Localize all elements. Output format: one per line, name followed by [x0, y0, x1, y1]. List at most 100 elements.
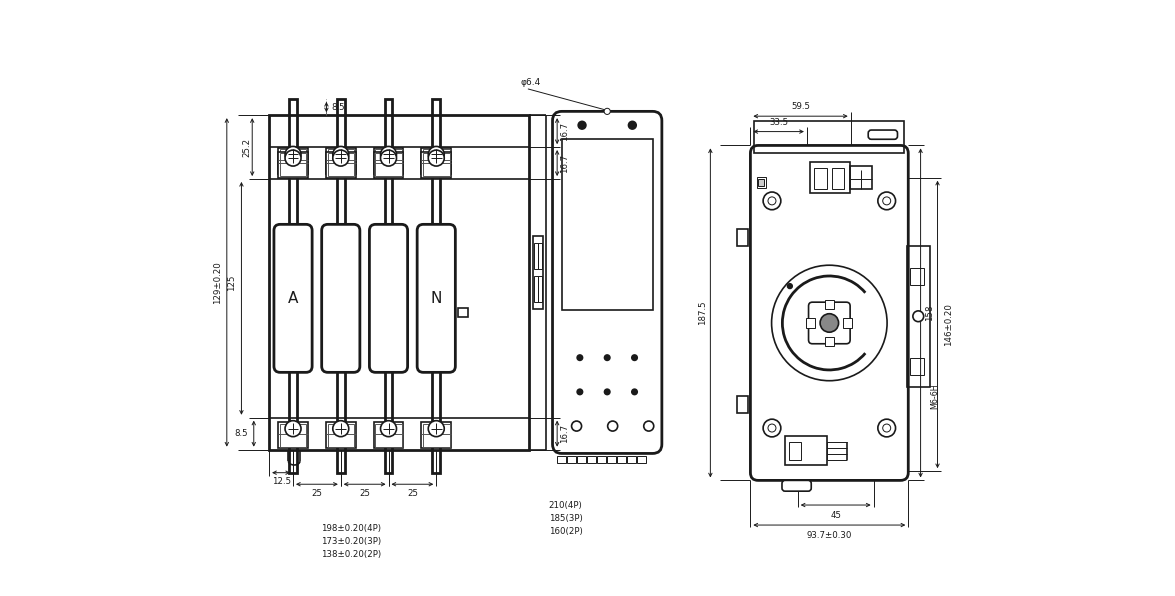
Circle shape	[571, 421, 582, 431]
Circle shape	[381, 421, 396, 437]
Bar	[597, 456, 605, 464]
FancyBboxPatch shape	[369, 224, 408, 372]
FancyBboxPatch shape	[322, 224, 360, 372]
Circle shape	[428, 421, 444, 437]
Circle shape	[577, 389, 583, 395]
Circle shape	[882, 424, 891, 432]
Circle shape	[763, 419, 781, 437]
Bar	[909, 358, 924, 375]
Text: 93.7±0.30: 93.7±0.30	[807, 531, 852, 541]
Bar	[328, 424, 354, 447]
Bar	[607, 456, 616, 464]
Bar	[423, 153, 450, 176]
Text: 160(2P): 160(2P)	[549, 527, 583, 536]
Text: 16.7: 16.7	[560, 424, 570, 443]
Bar	[278, 422, 308, 448]
Circle shape	[578, 122, 586, 129]
Text: 129±0.20: 129±0.20	[213, 261, 222, 304]
Text: φ6.4: φ6.4	[521, 79, 540, 88]
Text: 59.5: 59.5	[791, 103, 810, 111]
Bar	[737, 229, 748, 246]
Text: 16.7: 16.7	[560, 122, 570, 141]
Circle shape	[428, 147, 444, 162]
Bar	[325, 422, 356, 448]
Bar	[538, 276, 542, 302]
Circle shape	[820, 313, 839, 332]
Bar	[617, 456, 625, 464]
Circle shape	[607, 421, 618, 431]
Bar	[328, 153, 354, 176]
Bar	[844, 318, 852, 328]
Text: 187.5: 187.5	[698, 300, 707, 325]
Circle shape	[632, 355, 637, 361]
Bar	[280, 153, 307, 176]
Circle shape	[763, 192, 781, 210]
Bar	[325, 151, 356, 178]
Circle shape	[768, 424, 776, 432]
Circle shape	[882, 197, 891, 205]
Bar	[278, 148, 308, 174]
Circle shape	[577, 355, 583, 361]
Bar	[568, 456, 576, 464]
Bar	[422, 148, 451, 174]
Bar	[278, 151, 308, 178]
Text: 16.7: 16.7	[560, 154, 570, 173]
Bar	[374, 422, 403, 448]
Text: A: A	[288, 291, 298, 306]
Circle shape	[286, 421, 301, 437]
Text: 173±0.20(3P): 173±0.20(3P)	[321, 537, 382, 546]
Text: 125: 125	[227, 274, 236, 291]
Bar	[375, 424, 402, 447]
Text: 146±0.20: 146±0.20	[944, 303, 953, 346]
Text: 25: 25	[360, 489, 370, 498]
Bar	[423, 150, 450, 172]
FancyBboxPatch shape	[808, 302, 851, 344]
Bar	[562, 139, 652, 310]
Bar	[422, 151, 451, 178]
Bar	[280, 150, 307, 172]
Text: N: N	[430, 291, 442, 306]
Circle shape	[632, 389, 637, 395]
FancyBboxPatch shape	[552, 111, 662, 454]
Text: M6-6H: M6-6H	[931, 384, 940, 409]
Bar	[737, 396, 748, 414]
Circle shape	[604, 355, 610, 361]
Bar	[535, 243, 538, 269]
Text: 138±0.20(2P): 138±0.20(2P)	[321, 550, 382, 559]
Text: 25: 25	[311, 489, 322, 498]
Circle shape	[913, 311, 924, 322]
Bar	[432, 99, 441, 473]
Bar	[374, 151, 403, 178]
Text: 198±0.20(4P): 198±0.20(4P)	[321, 524, 381, 533]
Text: 33.5: 33.5	[770, 118, 788, 127]
Circle shape	[286, 147, 301, 162]
FancyBboxPatch shape	[783, 480, 811, 491]
Bar	[337, 99, 344, 473]
Bar	[637, 456, 646, 464]
FancyBboxPatch shape	[274, 224, 313, 372]
Text: 8.5: 8.5	[331, 103, 344, 111]
Circle shape	[768, 197, 776, 205]
Circle shape	[644, 421, 653, 431]
Bar	[909, 268, 924, 285]
Circle shape	[333, 421, 349, 437]
Bar	[806, 318, 815, 328]
Bar	[557, 456, 565, 464]
Circle shape	[878, 192, 895, 210]
Circle shape	[878, 419, 895, 437]
Bar	[269, 115, 530, 449]
Text: 210(4P): 210(4P)	[549, 501, 583, 510]
Bar	[588, 456, 596, 464]
FancyBboxPatch shape	[868, 130, 898, 139]
Circle shape	[428, 150, 444, 166]
Bar	[423, 424, 450, 447]
Bar	[532, 235, 543, 309]
Bar	[788, 442, 801, 460]
Text: 12.5: 12.5	[271, 477, 290, 486]
Circle shape	[787, 284, 792, 288]
Circle shape	[604, 389, 610, 395]
Bar	[325, 148, 356, 174]
Bar	[627, 456, 636, 464]
Bar	[375, 150, 402, 172]
Circle shape	[604, 108, 610, 114]
